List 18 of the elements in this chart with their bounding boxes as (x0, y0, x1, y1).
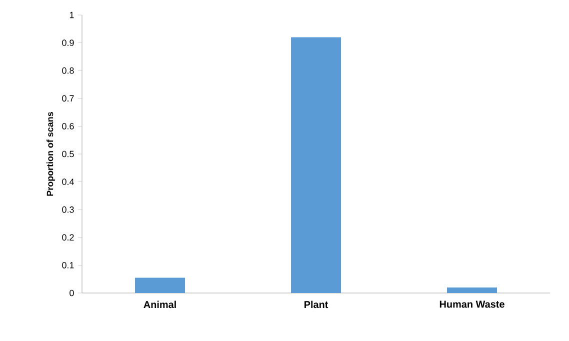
y-tick-label: 0.1 (62, 262, 74, 268)
y-tick-label: 0.4 (62, 178, 74, 185)
x-tick-label: Plant (304, 300, 328, 308)
y-tick-label: 0.3 (62, 206, 74, 213)
bar (291, 37, 342, 293)
y-tick-label: 0.8 (62, 67, 74, 74)
y-tick-label: 0.9 (62, 40, 74, 46)
y-tick-label: 1 (70, 12, 74, 18)
x-tick-label: Human Waste (440, 300, 504, 308)
y-tick-label: 0.7 (62, 95, 74, 102)
y-tick-label: 0.5 (62, 150, 74, 158)
y-axis-title: Proportion of scans (46, 112, 55, 196)
bar (447, 287, 498, 293)
y-tick-label: 0 (70, 290, 74, 296)
bar (135, 278, 185, 293)
x-tick-label: Animal (144, 300, 176, 308)
y-tick-label: 0.6 (62, 123, 74, 130)
y-tick-label: 0.2 (62, 234, 74, 241)
